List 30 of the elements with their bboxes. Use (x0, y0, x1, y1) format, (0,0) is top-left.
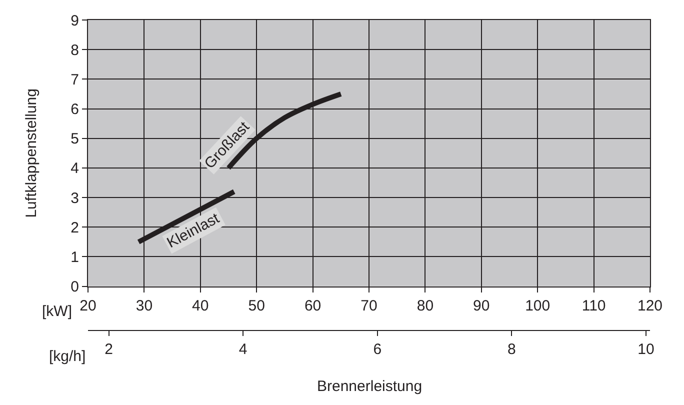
y-tick-label: 2 (70, 219, 79, 236)
y-tick-label: 6 (70, 101, 79, 118)
x-tick-label: 50 (248, 297, 265, 314)
x-tick-label: 120 (637, 297, 663, 314)
x-tick-label: 70 (360, 297, 378, 314)
y-axis-title: Luftklappenstellung (22, 88, 40, 218)
x-tick-label: 30 (136, 297, 153, 314)
x-tick-label: 100 (525, 297, 550, 314)
x2-tick-label: 2 (104, 340, 113, 358)
y-tick-label: 4 (70, 160, 79, 178)
x2-tick-label: 8 (508, 340, 516, 358)
y-tick-label: 7 (70, 71, 79, 88)
x-tick-label: 90 (473, 297, 490, 314)
x2-tick-label: 4 (238, 340, 248, 358)
y-tick-label: 0 (70, 278, 79, 296)
x-tick-label: 80 (416, 297, 434, 314)
x-tick-label: 110 (582, 297, 606, 314)
x-tick-label: 40 (192, 297, 209, 314)
x2-tick-label: 6 (373, 340, 382, 358)
y-tick-label: 5 (70, 130, 79, 148)
y-tick-label: 9 (70, 12, 79, 30)
y-tick-label: 1 (70, 248, 79, 266)
text: Brennerleistung (317, 378, 422, 395)
y-tick-label: 3 (70, 190, 79, 207)
x-tick-label: 60 (304, 297, 322, 314)
x-tick-label: 20 (80, 297, 96, 314)
x-axis-title: [kW] (42, 303, 72, 320)
x2-axis-title: [kg/h] (49, 348, 86, 365)
x2-tick-label: 10 (638, 340, 654, 358)
y-tick-label: 8 (70, 42, 79, 59)
